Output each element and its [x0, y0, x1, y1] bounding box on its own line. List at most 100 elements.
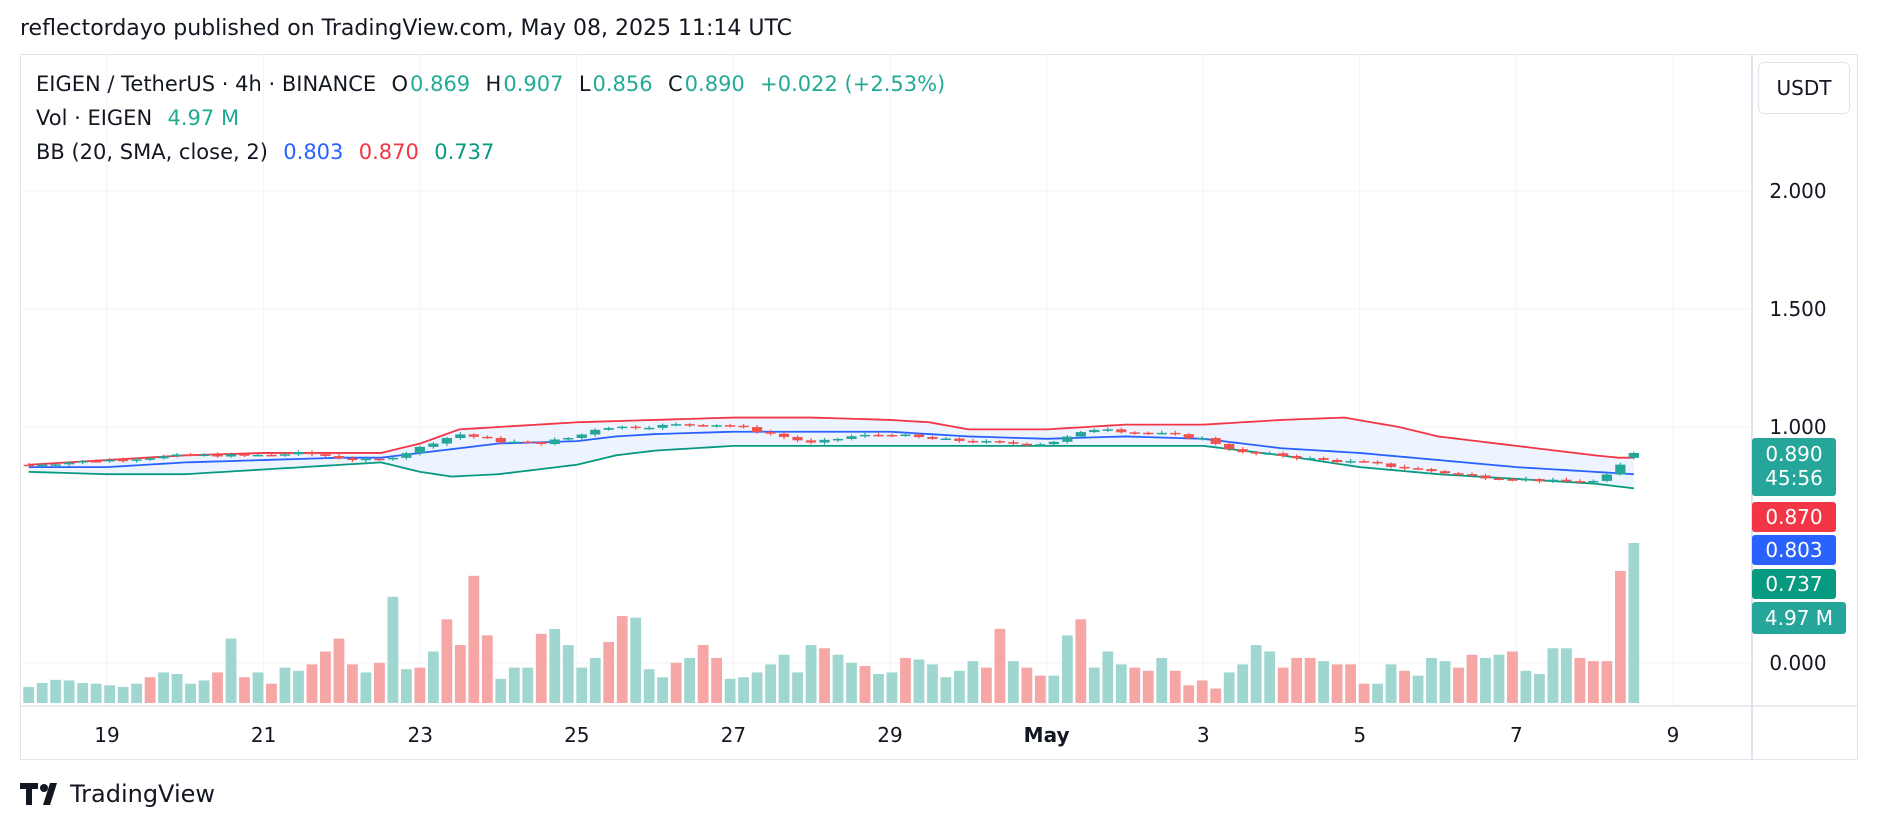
candle-body [603, 428, 614, 430]
candle-body [549, 439, 560, 445]
candle-body [1628, 452, 1639, 458]
time-tick-label: May [1024, 723, 1070, 747]
volume-bar [293, 670, 304, 703]
volume-bar [549, 628, 561, 703]
candle-body [1574, 481, 1586, 483]
publisher-caption: reflectordayo published on TradingView.c… [20, 16, 792, 41]
volume-bar [1034, 675, 1046, 703]
candle-body [495, 438, 506, 443]
volume-bar [239, 677, 250, 703]
volume-bar [117, 686, 129, 703]
volume-bar [1547, 648, 1559, 703]
volume-bar [360, 672, 372, 703]
volume-bar [738, 677, 749, 703]
time-tick-label: 7 [1510, 723, 1523, 747]
volume-bar [1439, 661, 1451, 703]
legend-l-value: 0.856 [592, 72, 653, 96]
candle-body [1507, 479, 1518, 481]
volume-bar [481, 635, 493, 703]
legend-bb-label[interactable]: BB (20, SMA, close, 2) [36, 140, 268, 164]
volume-bar [1183, 685, 1195, 703]
price-tick-label: 2.000 [1769, 179, 1826, 203]
volume-bar [1304, 657, 1316, 703]
volume-bar [1021, 667, 1033, 703]
legend-l-label: L [578, 72, 591, 96]
volume-bar [1142, 670, 1154, 703]
volume-bar [1318, 661, 1330, 703]
price-badge-value: 0.890 [1765, 442, 1823, 466]
candle-body [913, 434, 925, 438]
volume-bar [589, 657, 601, 703]
volume-bar [819, 648, 830, 703]
volume-bar [1628, 543, 1640, 703]
volume-bar [104, 685, 116, 703]
candle-body [671, 424, 682, 426]
volume-bar [1169, 670, 1181, 703]
volume-bar [980, 667, 992, 703]
legend-h-label: H [485, 72, 502, 96]
volume-bar [495, 678, 507, 703]
volume-bar [576, 667, 588, 703]
volume-bar [320, 651, 331, 703]
candle-body [1197, 438, 1208, 440]
volume-bar [252, 672, 264, 703]
candle-body [374, 458, 385, 461]
currency-button[interactable]: USDT [1758, 62, 1850, 114]
candle-body [333, 456, 345, 459]
volume-bar [643, 669, 655, 703]
candle-body [279, 454, 291, 456]
candle-body [1345, 461, 1356, 463]
candle-body [1480, 475, 1491, 479]
candle-body [1385, 463, 1397, 467]
volume-bar [1520, 670, 1532, 703]
candle-body [401, 453, 412, 458]
legend-ohlc: EIGEN / TetherUS · 4h · BINANCE O0.869 H… [36, 72, 947, 96]
volume-bar [454, 645, 466, 703]
time-tick-label: 29 [877, 723, 902, 747]
candle-body [792, 436, 803, 441]
bb-basis-badge: 0.803 [1752, 535, 1836, 565]
candle-body [873, 434, 884, 437]
volume-bar [158, 672, 169, 703]
candle-body [50, 464, 61, 466]
candle-body [37, 464, 48, 467]
candle-body [967, 440, 979, 443]
candle-body [1237, 449, 1248, 453]
candle-body [1466, 474, 1478, 476]
candle-body [1372, 461, 1383, 464]
tradingview-logo[interactable]: TradingView [20, 780, 215, 808]
candle-body [981, 441, 992, 443]
volume-bar [1048, 675, 1060, 703]
time-tick-label: 27 [721, 723, 746, 747]
volume-bar [198, 680, 210, 703]
candle-body [832, 438, 844, 441]
price-tick-label: 1.000 [1769, 415, 1826, 439]
volume-bar [374, 662, 385, 703]
candle-body [819, 439, 830, 443]
volume-bar [131, 683, 143, 703]
legend-vol-label[interactable]: Vol · EIGEN [36, 106, 153, 130]
volume-bar [1115, 664, 1127, 703]
candle-body [1588, 480, 1599, 483]
candle-body [1008, 442, 1019, 444]
volume-bar [751, 672, 763, 703]
candle-body [1156, 432, 1167, 435]
volume-bar [886, 672, 898, 703]
volume-bar [900, 657, 911, 703]
candle-body [77, 461, 88, 463]
volume-bar [23, 686, 35, 703]
volume-bar [778, 654, 790, 703]
legend-symbol[interactable]: EIGEN / TetherUS · 4h · BINANCE [36, 72, 377, 96]
candle-body [644, 427, 655, 430]
volume-bar [832, 654, 844, 703]
volume-bar [1345, 664, 1356, 703]
candle-body [1399, 466, 1410, 469]
candle-body [1035, 444, 1046, 446]
volume-bar [1466, 654, 1478, 703]
candle-body [684, 424, 695, 426]
axes: 2.000 1.500 1.000 0.000 19 21 23 25 27 29 May 3 5 7 9 [20, 54, 1858, 760]
candle-body [1453, 473, 1464, 475]
volume-bar [414, 667, 426, 703]
candle-body [1304, 458, 1316, 460]
